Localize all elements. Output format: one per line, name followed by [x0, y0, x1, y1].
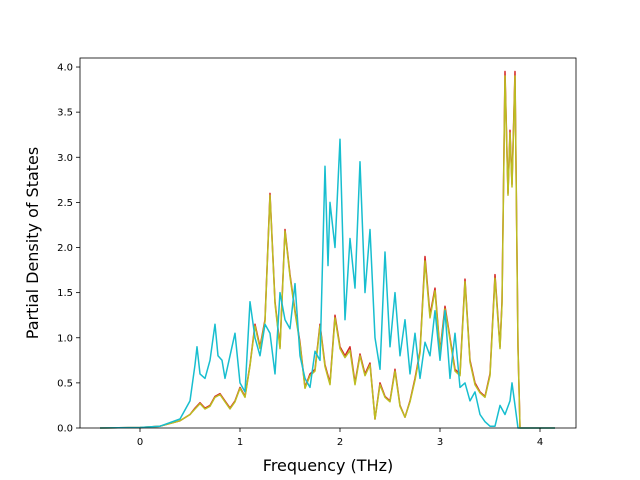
series-group: [99, 70, 555, 429]
y-tick-label: 1.5: [57, 288, 73, 299]
y-axis-label: Partial Density of States: [23, 147, 42, 339]
x-tick-label: 1: [237, 437, 243, 448]
y-ticks: 0.0 0.5 1.0 1.5 2.0 2.5 3.0 3.5 4.0: [57, 63, 80, 435]
y-tick-label: 4.0: [57, 63, 73, 74]
x-axis-label: Frequency (THz): [263, 456, 393, 475]
y-tick-label: 0.0: [57, 424, 73, 435]
y-tick-label: 2.5: [57, 198, 73, 209]
y-tick-label: 2.0: [57, 243, 73, 254]
x-tick-label: 2: [337, 437, 343, 448]
y-tick-label: 1.0: [57, 333, 73, 344]
x-tick-label: 4: [537, 437, 543, 448]
x-tick-label: 3: [437, 437, 443, 448]
y-tick-label: 0.5: [57, 378, 73, 389]
y-tick-label: 3.5: [57, 108, 73, 119]
x-ticks: 0 1 2 3 4: [137, 428, 543, 448]
y-tick-label: 3.0: [57, 153, 73, 164]
series-line-3: [99, 138, 555, 429]
x-tick-label: 0: [137, 437, 143, 448]
axes-frame: [79, 57, 577, 429]
series-line-2: [99, 75, 555, 429]
